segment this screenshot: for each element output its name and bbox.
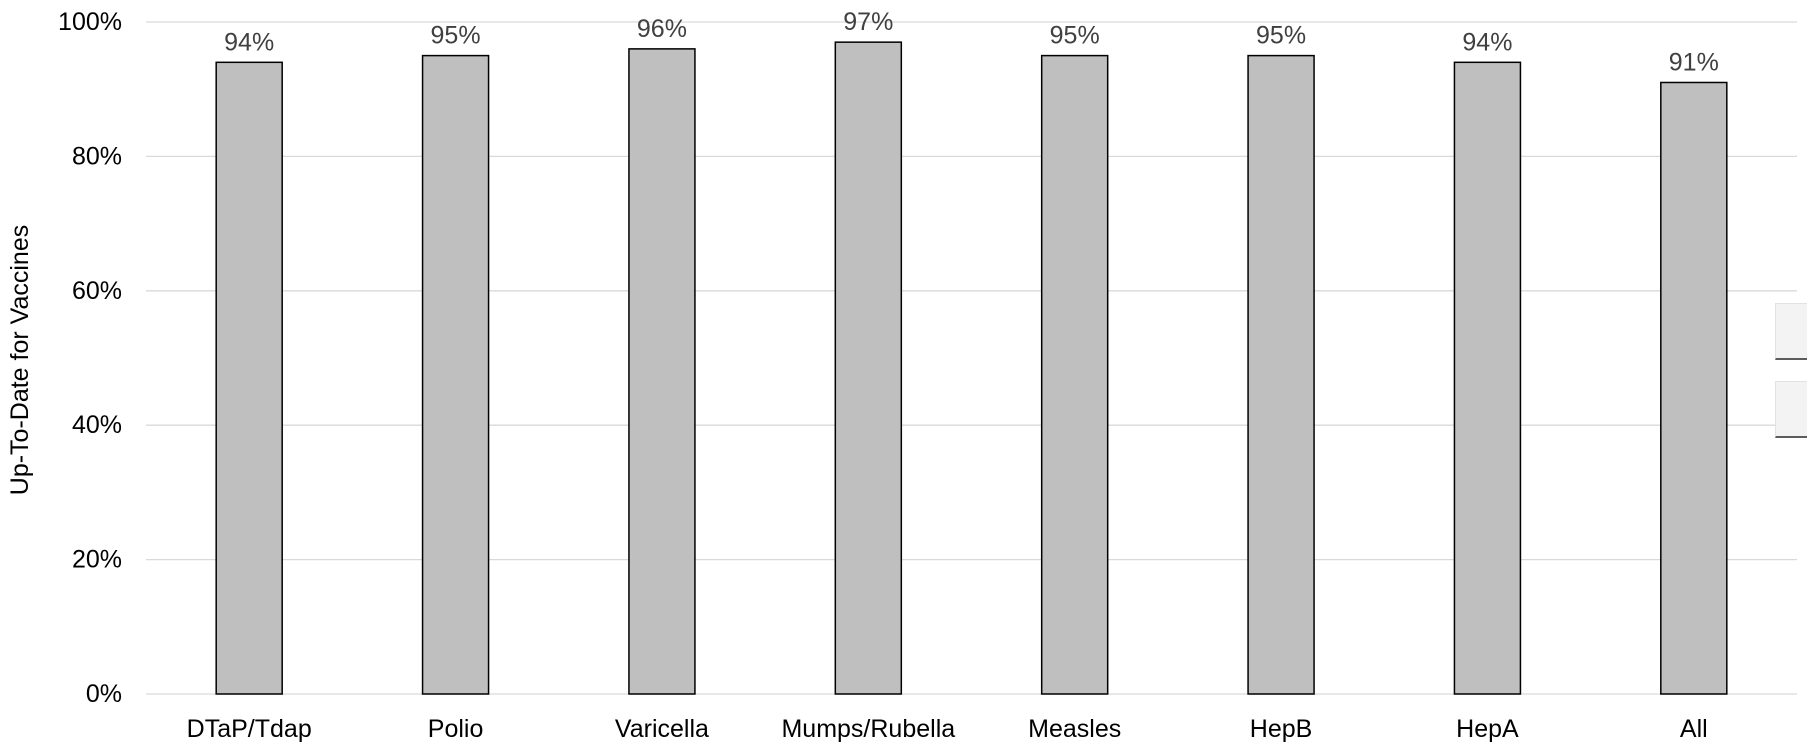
x-tick-label: Measles [1028, 715, 1121, 743]
data-labels: 94% 95% 96% 97% 95% 95% 94% 91% [224, 8, 1719, 76]
bar-mumps-rubella[interactable] [834, 41, 903, 695]
x-tick-label: Mumps/Rubella [781, 715, 955, 743]
x-tick-label: HepB [1250, 715, 1313, 743]
y-tick-label: 20% [72, 546, 122, 574]
y-axis-title: Up-To-Date for Vaccines [6, 225, 34, 495]
bar-varicella[interactable] [628, 48, 696, 695]
bar-hepb[interactable] [1247, 54, 1315, 695]
gridlines [146, 21, 1797, 695]
x-tick-label: Varicella [615, 715, 709, 743]
data-label: 95% [1256, 22, 1306, 50]
bar-polio[interactable] [421, 54, 490, 695]
y-tick-label: 80% [72, 142, 122, 170]
side-panel-tab-2[interactable] [1775, 381, 1807, 438]
bar-all[interactable] [1660, 81, 1728, 695]
y-axis-ticks: 0% 20% 40% 60% 80% 100% [58, 8, 122, 708]
x-tick-label: Polio [428, 715, 484, 743]
bars [215, 41, 1728, 695]
data-label: 96% [637, 15, 687, 43]
x-tick-label: HepA [1456, 715, 1519, 743]
data-label: 94% [1462, 28, 1512, 56]
x-axis-ticks: DTaP/Tdap Polio Varicella Mumps/Rubella Meas… [187, 715, 1708, 743]
y-tick-label: 60% [72, 277, 122, 305]
data-label: 94% [224, 28, 274, 56]
bar-measles[interactable] [1040, 54, 1109, 695]
bar-hepa[interactable] [1453, 61, 1522, 695]
bar-dtap-tdap[interactable] [215, 61, 283, 695]
y-tick-label: 0% [86, 680, 122, 708]
y-tick-label: 100% [58, 8, 122, 36]
data-label: 91% [1669, 48, 1719, 76]
data-label: 97% [843, 8, 893, 36]
data-label: 95% [431, 22, 481, 50]
x-tick-label: All [1680, 715, 1708, 743]
x-tick-label: DTaP/Tdap [187, 715, 312, 743]
y-tick-label: 40% [72, 411, 122, 439]
side-panel-tab-1[interactable] [1775, 303, 1807, 360]
data-label: 95% [1050, 22, 1100, 50]
